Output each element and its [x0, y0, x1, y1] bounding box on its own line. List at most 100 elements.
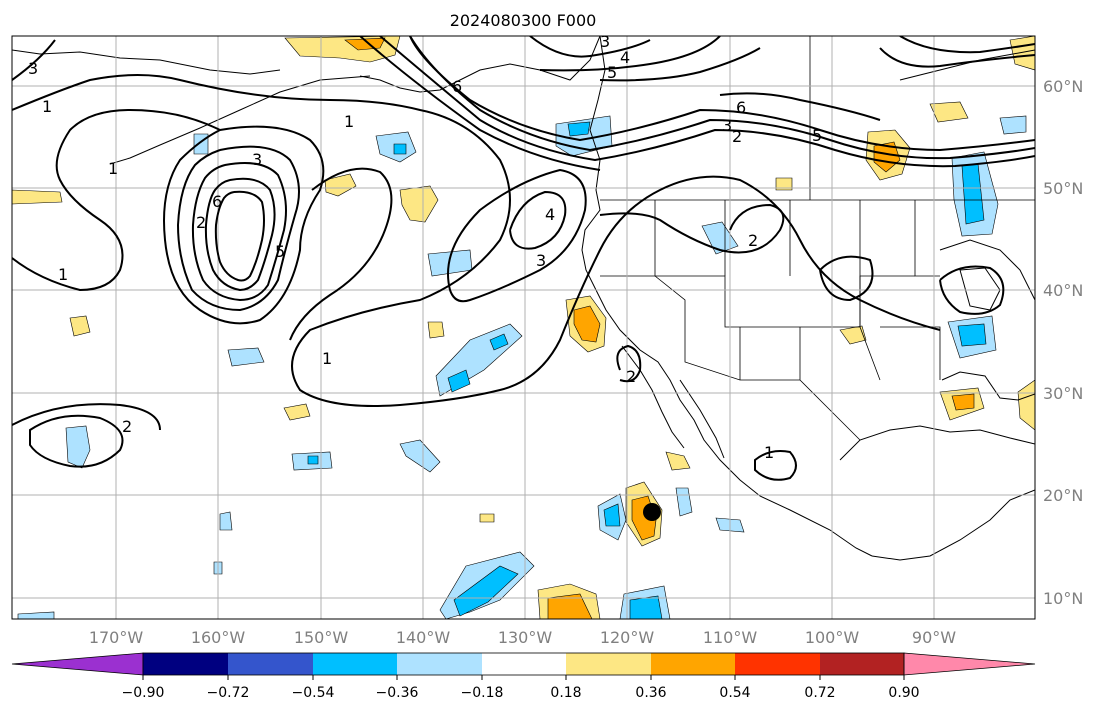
contour-label: 5	[275, 242, 285, 261]
coastlines	[12, 36, 1035, 561]
lat-label: 20°N	[1043, 486, 1083, 505]
negative-patch	[453, 565, 519, 617]
negative-patch	[603, 503, 621, 527]
positive-patch	[283, 403, 311, 421]
positive-patch	[344, 37, 386, 51]
colorbar-tick-label: −0.36	[376, 685, 419, 701]
positive-patch	[324, 173, 357, 197]
lat-label: 50°N	[1043, 179, 1083, 198]
colorbar-segment	[228, 653, 313, 675]
negative-patch	[701, 221, 739, 255]
positive-patch	[951, 393, 975, 411]
colorbar-tick-label: 0.90	[888, 685, 919, 701]
lon-label: 110°W	[703, 628, 758, 647]
contour-label: 1	[42, 97, 52, 116]
negative-patch	[219, 511, 233, 531]
positive-patch	[665, 451, 691, 471]
colorbar-segment	[566, 653, 651, 675]
positive-patch	[427, 321, 445, 339]
colorbar-segment	[651, 653, 735, 675]
colorbar-segment	[820, 653, 904, 675]
positive-patch	[479, 513, 495, 523]
contour-label: 4	[545, 205, 555, 224]
contour-label: 3	[536, 251, 546, 270]
political-borders	[600, 36, 1035, 441]
colorbar-high-extension	[903, 652, 1036, 676]
negative-patch	[567, 121, 591, 137]
positive-patch	[573, 305, 601, 343]
colorbar-segment	[143, 653, 228, 675]
contour-label: 2	[122, 417, 132, 436]
contour-label: 6	[452, 77, 462, 96]
positive-patch	[775, 177, 793, 191]
positive-patch	[929, 101, 969, 123]
negative-patch	[17, 611, 55, 619]
contour-label: 3	[28, 59, 38, 78]
longitude-labels: 170°W 160°W 150°W 140°W 130°W 120°W 110°…	[89, 628, 956, 647]
contour-label: 1	[58, 265, 68, 284]
positive-patch	[399, 185, 439, 223]
lat-label: 40°N	[1043, 281, 1083, 300]
negative-patch	[307, 455, 319, 465]
negative-patch	[447, 369, 471, 393]
negative-patch	[65, 425, 91, 469]
contour-label: 5	[812, 126, 822, 145]
contour-label: 2	[626, 367, 636, 386]
contour-label: 3	[722, 116, 732, 135]
latitude-labels: 60°N 50°N 40°N 30°N 20°N 10°N	[1043, 77, 1083, 608]
colorbar-segment	[735, 653, 820, 675]
lon-label: 100°W	[805, 628, 860, 647]
contour-label: 6	[736, 98, 746, 117]
contour-label: 3	[600, 32, 610, 51]
lon-label: 130°W	[498, 628, 553, 647]
lat-label: 30°N	[1043, 384, 1083, 403]
colorbar-tick-label: −0.54	[292, 685, 335, 701]
colorbar-tick-label: 0.72	[804, 685, 835, 701]
colorbar-segment	[313, 653, 397, 675]
contour-labels: 1 1 1 1 1 3 6 5 2 3 4 3 6 3 4 5 6 2 3 5 …	[28, 32, 822, 462]
colorbar-tick-label: −0.72	[207, 685, 250, 701]
colorbar-segment	[397, 653, 482, 675]
colorbar: −0.90 −0.72 −0.54 −0.36 −0.18 0.18 0.36 …	[11, 652, 1036, 701]
contour-label: 5	[607, 63, 617, 82]
negative-patch	[999, 115, 1027, 135]
map-title: 2024080300 F000	[450, 11, 597, 30]
negative-patch	[399, 439, 441, 473]
contour-label: 3	[252, 150, 262, 169]
negative-patch	[957, 323, 987, 347]
negative-patch	[227, 347, 265, 367]
contour-label: 4	[620, 48, 630, 67]
colorbar-tick-label: −0.18	[461, 685, 504, 701]
map-frame	[11, 35, 1036, 620]
lat-label: 60°N	[1043, 77, 1083, 96]
gridlines	[12, 36, 1035, 619]
lon-label: 120°W	[600, 628, 655, 647]
negative-patch	[629, 595, 663, 619]
positive-patch	[12, 189, 63, 205]
negative-patch	[193, 133, 209, 155]
lon-label: 160°W	[191, 628, 246, 647]
lon-label: 90°W	[912, 628, 956, 647]
contour-label: 2	[732, 127, 742, 146]
lon-label: 140°W	[396, 628, 451, 647]
contour-label: 1	[344, 112, 354, 131]
contour-label: 2	[748, 231, 758, 250]
positive-patch	[69, 315, 91, 337]
negative-patch	[393, 143, 407, 155]
contour-label: 6	[212, 192, 222, 211]
contours	[12, 36, 1035, 481]
location-marker	[643, 503, 661, 521]
map-area: 1 1 1 1 1 3 6 5 2 3 4 3 6 3 4 5 6 2 3 5 …	[12, 32, 1035, 619]
contour-label: 1	[764, 443, 774, 462]
lon-label: 150°W	[294, 628, 349, 647]
colorbar-tick-label: 0.36	[635, 685, 666, 701]
colorbar-ticks	[142, 675, 905, 680]
lat-label: 10°N	[1043, 589, 1083, 608]
colorbar-low-extension	[11, 652, 144, 676]
contour-label: 1	[108, 159, 118, 178]
contour-label: 1	[322, 349, 332, 368]
colorbar-tick-label: 0.54	[719, 685, 750, 701]
negative-patch	[489, 333, 509, 351]
positive-patch	[547, 593, 593, 619]
